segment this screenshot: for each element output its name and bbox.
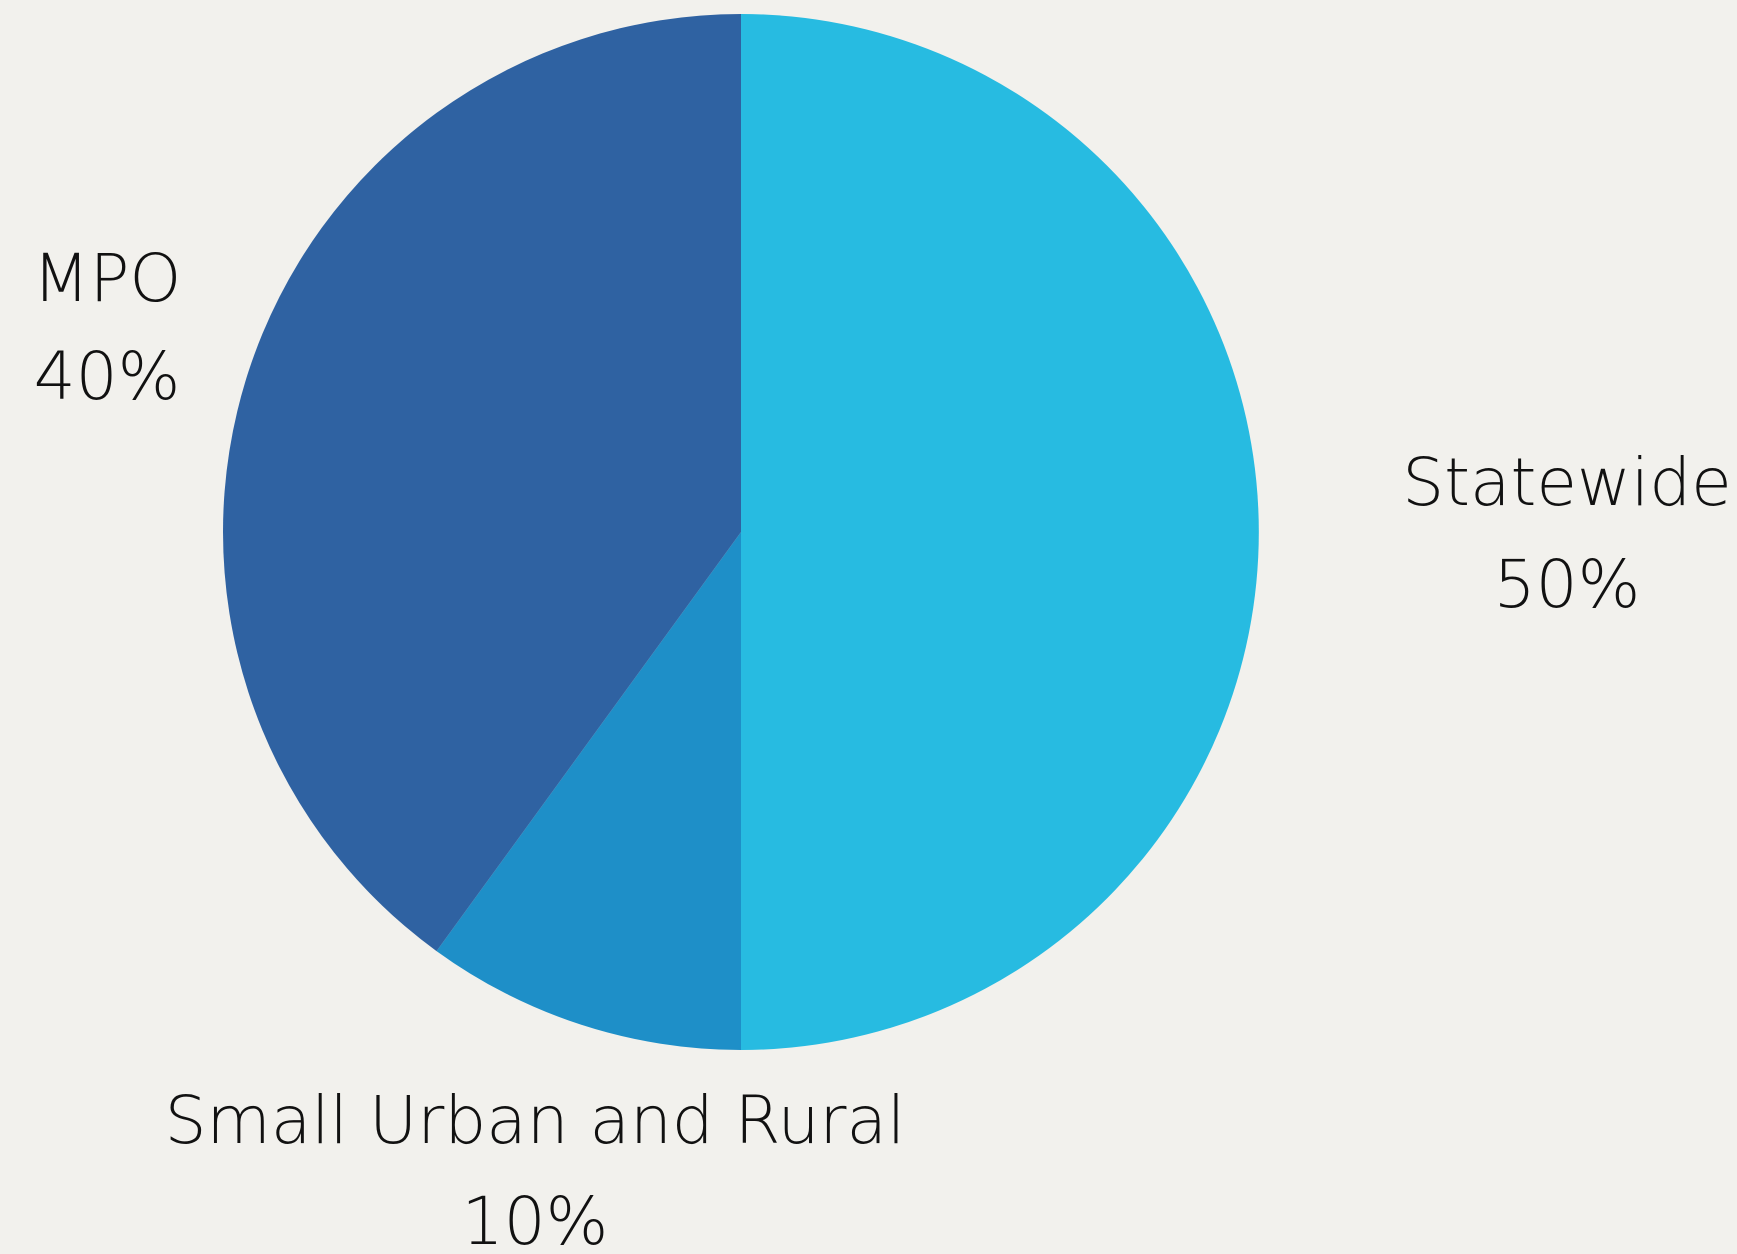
slice-label-value: 10%: [462, 1183, 609, 1254]
pie-slice-small-urban-and-rural: [436, 532, 741, 1050]
pie-slice-mpo: [223, 14, 742, 952]
pie-slices: [223, 14, 1259, 1050]
slice-label-name: Statewide: [1402, 444, 1732, 521]
slice-label-value: 40%: [34, 338, 181, 415]
slice-label-name: Small Urban and Rural: [165, 1082, 906, 1159]
pie-slice-statewide: [741, 14, 1259, 1050]
slice-label-name: MPO: [33, 240, 182, 317]
pie-labels: Statewide 50% Small Urban and Rural 10% MPO 4…: [33, 240, 1732, 1254]
slice-label-value: 50%: [1494, 546, 1641, 623]
